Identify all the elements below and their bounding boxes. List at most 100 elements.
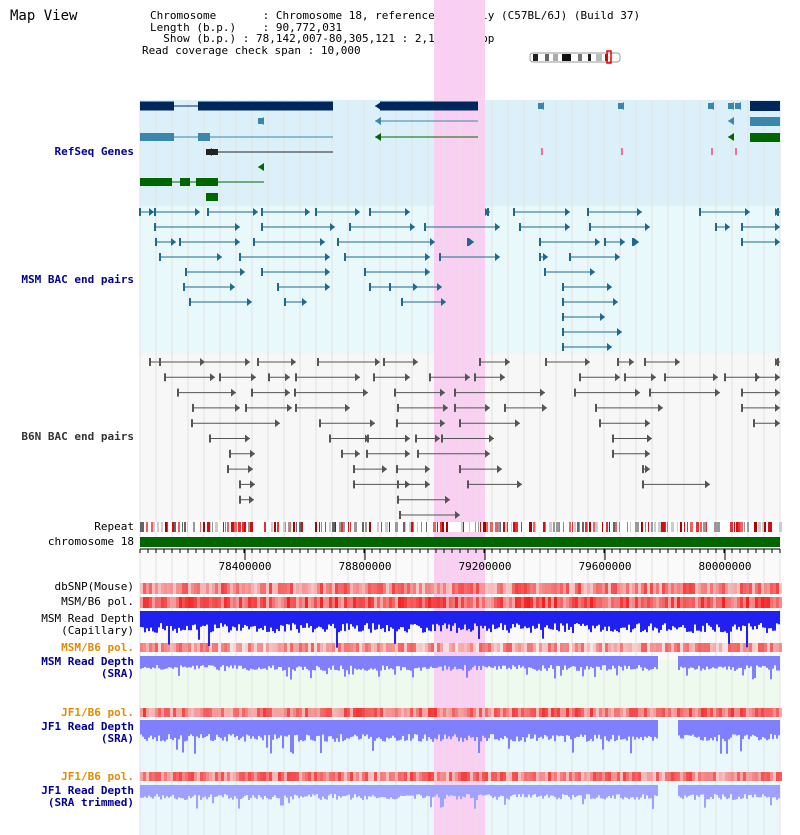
heat-cell xyxy=(347,772,350,781)
heat-cell xyxy=(578,597,581,608)
heat-cell xyxy=(164,597,167,608)
depth-bar xyxy=(522,785,524,795)
depth-bar xyxy=(172,720,174,741)
repeat-element xyxy=(730,522,733,532)
region-info: Chromosome : Chromosome 18, reference as… xyxy=(142,9,641,57)
depth-bar xyxy=(440,720,442,742)
ideogram-band xyxy=(588,54,591,61)
repeat-element xyxy=(332,522,335,532)
track-label-refseq[interactable]: RefSeq Genes xyxy=(54,145,134,158)
depth-bar xyxy=(770,611,772,629)
depth-bar xyxy=(226,656,228,667)
depth-bar xyxy=(512,656,514,666)
heat-cell xyxy=(173,772,176,781)
heat-cell xyxy=(155,597,158,608)
depth-bar xyxy=(170,785,172,797)
heat-cell xyxy=(509,597,512,608)
depth-bar xyxy=(396,611,398,632)
depth-bar xyxy=(556,720,558,736)
bac-end-left xyxy=(155,238,157,246)
heat-cell xyxy=(296,772,299,781)
heat-cell xyxy=(203,708,206,717)
heat-cell xyxy=(218,772,221,781)
heat-cell xyxy=(239,772,242,781)
heat-cell xyxy=(722,643,725,652)
heat-cell xyxy=(725,643,728,652)
heat-cell xyxy=(467,597,470,608)
bac-end-right xyxy=(645,419,650,428)
heat-cell xyxy=(392,772,395,781)
heat-cell xyxy=(434,772,437,781)
heat-cell xyxy=(671,583,674,594)
track-label-msm-bac[interactable]: MSM BAC end pairs xyxy=(21,273,134,286)
heat-cell xyxy=(458,583,461,594)
depth-bar xyxy=(556,656,558,666)
bac-end-right xyxy=(675,358,680,366)
bac-end-right xyxy=(425,480,430,489)
heat-cell xyxy=(242,643,245,652)
heat-cell xyxy=(287,583,290,594)
depth-bar xyxy=(702,785,704,795)
repeat-element xyxy=(716,522,719,532)
depth-bar xyxy=(522,656,524,667)
bac-end-right xyxy=(253,208,258,216)
bac-end-right xyxy=(302,298,307,306)
depth-bar xyxy=(558,656,560,666)
repeat-element xyxy=(288,522,291,532)
depth-bar xyxy=(756,656,758,666)
depth-bar xyxy=(544,720,546,736)
depth-bar xyxy=(236,611,238,631)
depth-bar xyxy=(434,656,436,669)
depth-bar xyxy=(640,656,642,668)
heat-cell xyxy=(323,583,326,594)
heat-cell xyxy=(665,597,668,608)
depth-bar xyxy=(620,656,622,667)
bac-end-right xyxy=(615,253,620,261)
bac-end-left xyxy=(315,208,317,216)
heat-cell xyxy=(557,772,560,781)
depth-bar xyxy=(144,785,146,797)
heat-cell xyxy=(167,597,170,608)
show-key: Show (b.p.) xyxy=(163,32,237,45)
depth-bar xyxy=(566,720,568,736)
depth-bar xyxy=(474,611,476,624)
jf1-pol-heat-strip-1 xyxy=(140,708,782,717)
heat-cell xyxy=(683,772,686,781)
repeat-element xyxy=(635,522,638,532)
track-label-b6n-bac[interactable]: B6N BAC end pairs xyxy=(21,430,134,443)
heat-cell xyxy=(521,597,524,608)
heat-cell xyxy=(458,772,461,781)
gene-exon xyxy=(140,101,174,111)
depth-bar xyxy=(248,720,250,736)
heat-cell xyxy=(209,597,212,608)
heat-cell xyxy=(368,643,371,652)
depth-bar xyxy=(496,785,498,800)
depth-bar xyxy=(726,656,728,670)
bac-end-right xyxy=(651,373,656,382)
heat-cell xyxy=(710,583,713,594)
heat-cell xyxy=(518,643,521,652)
depth-bar xyxy=(376,611,378,630)
heat-cell xyxy=(689,643,692,652)
heat-cell xyxy=(515,643,518,652)
depth-bar xyxy=(316,785,318,795)
depth-bar xyxy=(158,656,160,669)
heat-cell xyxy=(737,643,740,652)
heat-cell xyxy=(494,583,497,594)
depth-bar xyxy=(178,785,180,798)
bac-end-left xyxy=(154,223,156,231)
heat-cell xyxy=(563,643,566,652)
bac-end-right xyxy=(607,343,612,351)
heat-cell xyxy=(602,597,605,608)
repeat-element xyxy=(754,522,757,532)
heat-cell xyxy=(644,597,647,608)
depth-bar xyxy=(740,785,742,800)
depth-bar xyxy=(186,611,188,626)
heat-cell xyxy=(467,583,470,594)
depth-bar xyxy=(650,611,652,624)
depth-bar xyxy=(190,611,192,631)
depth-bar xyxy=(272,611,274,632)
heat-cell xyxy=(293,708,296,717)
depth-bar xyxy=(398,611,400,630)
